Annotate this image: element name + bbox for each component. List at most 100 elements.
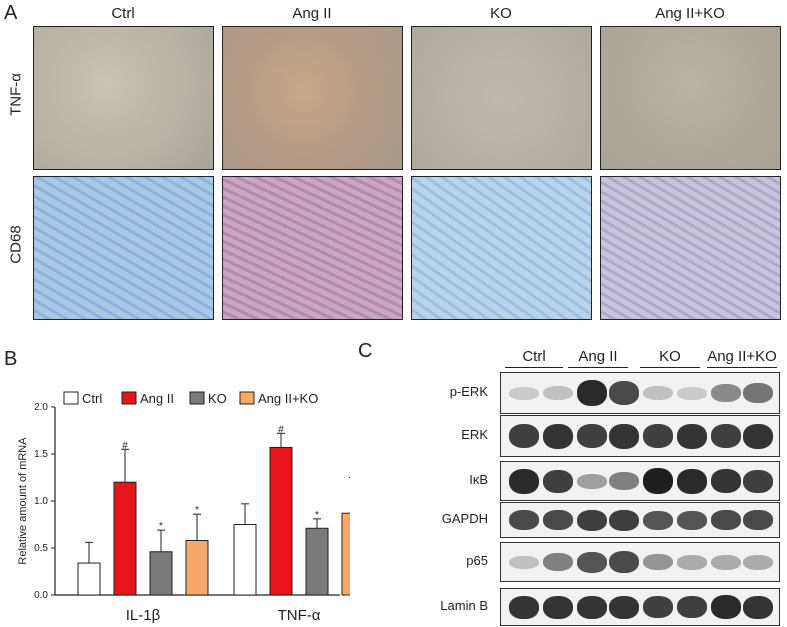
significance-mark-0-2: * bbox=[159, 521, 163, 532]
band-1-3 bbox=[577, 380, 607, 406]
micrograph-tnf-alpha-2 bbox=[222, 26, 403, 170]
band-1-4 bbox=[609, 381, 639, 405]
bar-0-1 bbox=[113, 481, 137, 596]
y-tick-label: 1.0 bbox=[34, 496, 48, 507]
significance-mark-0-1: # bbox=[122, 440, 128, 451]
band-4-5 bbox=[643, 511, 673, 530]
band-3-5 bbox=[643, 468, 673, 494]
band-5-8 bbox=[743, 555, 773, 570]
blot-label-2: ERK bbox=[461, 427, 488, 442]
y-tick-label: 2.0 bbox=[34, 402, 48, 413]
micrograph-tnf-alpha-4 bbox=[600, 26, 781, 170]
panel-c-label: C bbox=[358, 340, 373, 362]
micrograph-tnf-alpha-3 bbox=[411, 26, 592, 170]
band-5-4 bbox=[609, 551, 639, 573]
band-4-6 bbox=[677, 511, 707, 530]
panel-b-label: B bbox=[4, 348, 18, 370]
row-label-cd68: CD68 bbox=[7, 225, 25, 264]
significance-mark-0-3: * bbox=[195, 505, 199, 516]
band-2-8 bbox=[743, 424, 773, 449]
panel-a-label: A bbox=[4, 2, 18, 24]
wb-group-label-3: KO bbox=[659, 348, 681, 365]
legend-label-4: Ang II+KO bbox=[258, 391, 318, 406]
blot-label-5: p65 bbox=[466, 553, 488, 568]
bar-1-0 bbox=[233, 524, 257, 596]
band-3-7 bbox=[711, 469, 741, 493]
band-2-1 bbox=[509, 424, 539, 448]
micrograph-cd68-3 bbox=[411, 176, 592, 320]
band-2-7 bbox=[711, 424, 741, 448]
band-1-8 bbox=[743, 383, 773, 403]
band-1-7 bbox=[711, 384, 741, 402]
micrograph-cd68-4 bbox=[600, 176, 781, 320]
blot-label-4: GAPDH bbox=[441, 511, 488, 526]
band-5-1 bbox=[509, 556, 539, 569]
band-2-4 bbox=[609, 424, 639, 449]
blot-strip-3 bbox=[500, 461, 780, 501]
y-axis-label: Relative amount of mRNA bbox=[17, 437, 29, 565]
band-3-1 bbox=[509, 469, 539, 494]
legend-swatch-1 bbox=[63, 391, 79, 405]
band-2-2 bbox=[543, 424, 573, 449]
x-category-label-1: IL-1β bbox=[126, 607, 161, 624]
blot-strip-4 bbox=[500, 502, 780, 538]
row-label-tnf-alpha: TNF-α bbox=[7, 73, 25, 116]
wb-group-underline-2 bbox=[568, 367, 628, 368]
y-tick-label: 0.5 bbox=[34, 543, 48, 554]
band-6-3 bbox=[577, 596, 607, 619]
wb-group-underline-3 bbox=[640, 367, 700, 368]
band-3-6 bbox=[677, 469, 707, 494]
y-tick-label: 0.0 bbox=[34, 590, 48, 601]
bar-1-2 bbox=[305, 527, 329, 596]
bar-0-2 bbox=[149, 551, 173, 596]
band-4-3 bbox=[577, 510, 607, 531]
blot-label-1: p-ERK bbox=[449, 384, 488, 399]
wb-group-label-1: Ctrl bbox=[522, 348, 546, 365]
bar-1-1 bbox=[269, 446, 293, 596]
wb-group-underline-4 bbox=[707, 367, 777, 368]
band-3-8 bbox=[743, 470, 773, 493]
band-5-5 bbox=[643, 554, 673, 570]
band-2-5 bbox=[643, 424, 673, 448]
band-6-4 bbox=[609, 596, 639, 619]
band-4-8 bbox=[743, 510, 773, 530]
band-1-6 bbox=[677, 387, 707, 400]
band-3-2 bbox=[543, 470, 573, 493]
band-6-1 bbox=[509, 596, 539, 619]
column-header-3: KO bbox=[490, 5, 512, 22]
bar-0-3 bbox=[185, 539, 209, 596]
y-tick-label: 1.5 bbox=[34, 449, 48, 460]
wb-group-underline-1 bbox=[505, 367, 563, 368]
blot-strip-5 bbox=[500, 542, 780, 582]
blot-label-6: Lamin B bbox=[440, 598, 488, 613]
band-3-4 bbox=[609, 472, 639, 490]
x-category-label-2: TNF-α bbox=[278, 607, 321, 624]
band-1-1 bbox=[509, 387, 539, 400]
band-1-2 bbox=[543, 386, 573, 400]
band-3-3 bbox=[577, 474, 607, 489]
band-6-8 bbox=[743, 596, 773, 619]
band-5-7 bbox=[711, 555, 741, 570]
blot-label-3: IκB bbox=[469, 472, 488, 487]
band-6-7 bbox=[711, 595, 741, 619]
blot-strip-2 bbox=[500, 415, 780, 457]
band-6-2 bbox=[543, 596, 573, 619]
wb-group-label-2: Ang II bbox=[578, 348, 618, 365]
column-header-4: Ang II+KO bbox=[655, 5, 725, 22]
legend-swatch-2 bbox=[121, 391, 137, 405]
band-1-5 bbox=[643, 386, 673, 400]
legend-swatch-3 bbox=[189, 391, 205, 405]
band-4-1 bbox=[509, 510, 539, 530]
bar-1-3 bbox=[341, 512, 350, 596]
band-2-3 bbox=[577, 424, 607, 448]
band-6-6 bbox=[677, 596, 707, 618]
band-5-2 bbox=[543, 553, 573, 571]
band-2-6 bbox=[677, 424, 707, 449]
column-header-1: Ctrl bbox=[111, 5, 135, 22]
blot-strip-1 bbox=[500, 372, 780, 414]
band-6-5 bbox=[643, 596, 673, 618]
bar-chart: 0.0 0.5 1.0 1.5 2.0 Relative amount of mRNA Ct… bbox=[17, 391, 350, 624]
significance-mark-1-1: # bbox=[278, 424, 284, 435]
micrograph-tnf-alpha-1 bbox=[33, 26, 214, 170]
legend-swatch-4 bbox=[239, 391, 255, 405]
